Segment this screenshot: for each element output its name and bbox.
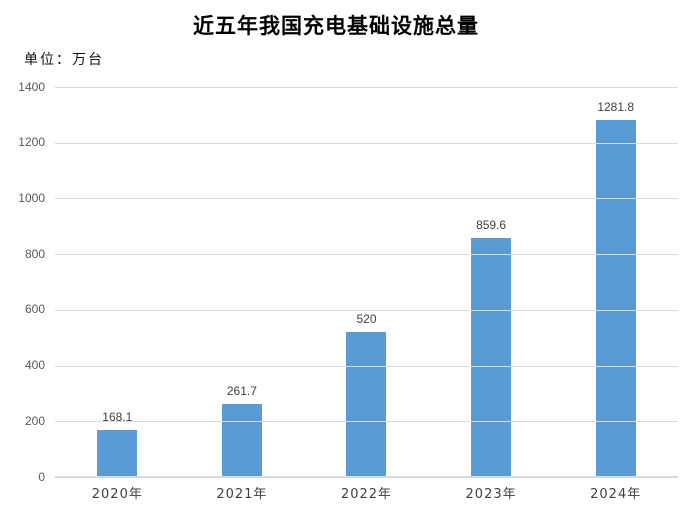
chart-title: 近五年我国充电基础设施总量 xyxy=(193,13,479,38)
plot-area: 168.1 261.7 520 859.6 1281.8 xyxy=(55,87,678,478)
x-axis-category-label: 2020年 xyxy=(91,487,143,502)
bar-value-label: 859.6 xyxy=(476,217,507,232)
gridline xyxy=(55,198,678,200)
gridline xyxy=(55,365,678,367)
x-axis-line xyxy=(55,476,678,478)
y-axis-tick-label: 600 xyxy=(24,302,45,317)
bar xyxy=(471,237,512,477)
bar-column: 859.6 xyxy=(429,87,554,477)
y-axis-tick-label: 800 xyxy=(24,246,45,261)
y-axis-tick-label: 400 xyxy=(24,358,45,373)
x-axis-category-label: 2024年 xyxy=(590,487,642,502)
y-axis-tick-label: 1200 xyxy=(18,135,45,150)
bars-row: 168.1 261.7 520 859.6 1281.8 xyxy=(55,87,678,477)
bar xyxy=(221,404,262,477)
gridline xyxy=(55,142,678,144)
gridline xyxy=(55,421,678,423)
bar-column: 520 xyxy=(304,87,429,477)
bar-value-label: 261.7 xyxy=(226,384,257,399)
bar-value-label: 168.1 xyxy=(102,410,133,425)
y-axis-tick-label: 1400 xyxy=(18,79,45,94)
y-axis: 0 200 400 600 800 1000 1200 1400 xyxy=(0,80,45,484)
bar-value-label: 520 xyxy=(356,312,377,327)
x-axis-category-label: 2021年 xyxy=(216,487,268,502)
y-axis-tick-label: 1000 xyxy=(18,190,45,205)
x-axis-category-label: 2022年 xyxy=(340,487,393,502)
bar xyxy=(346,332,387,477)
y-axis-tick-label: 200 xyxy=(24,413,45,428)
bar xyxy=(595,119,636,477)
x-axis-labels: 2020年 2021年 2022年 2023年 2024年 xyxy=(55,483,678,502)
bar-column: 261.7 xyxy=(180,87,305,477)
x-axis-category-label: 2023年 xyxy=(465,487,517,502)
gridline xyxy=(55,309,678,311)
bar-column: 168.1 xyxy=(55,87,180,477)
bar-column: 1281.8 xyxy=(553,87,678,477)
bar-value-label: 1281.8 xyxy=(597,99,635,114)
y-axis-tick-label: 0 xyxy=(38,469,45,484)
plot-wrap: 0 200 400 600 800 1000 1200 1400 168.1 261.7 520 8… xyxy=(0,80,699,484)
gridline xyxy=(55,87,678,88)
unit-label: 单位：万台 xyxy=(24,52,104,68)
gridline xyxy=(55,254,678,256)
bar xyxy=(97,430,138,477)
